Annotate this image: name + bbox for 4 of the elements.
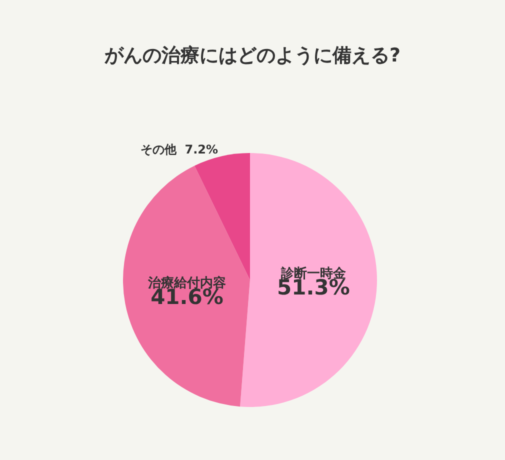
- slice-label: その他 7.2%: [140, 142, 218, 157]
- pie-slice: [123, 166, 250, 407]
- pie-slice: [240, 153, 377, 407]
- chart-title: がんの治療にはどのように備える?: [103, 44, 401, 67]
